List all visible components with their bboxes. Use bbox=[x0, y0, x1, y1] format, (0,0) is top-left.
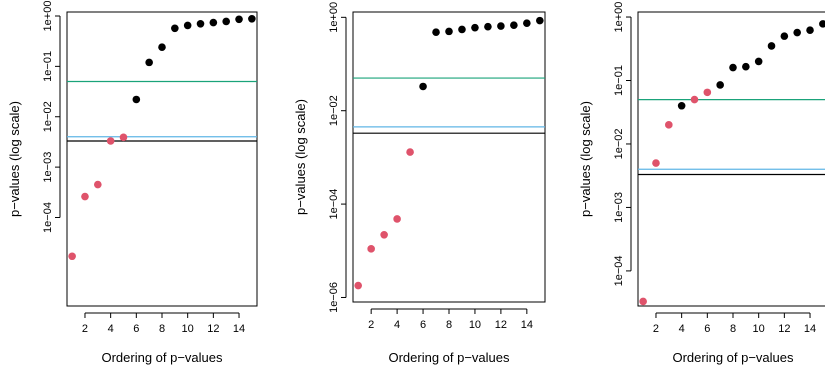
data-point-2-14 bbox=[536, 16, 544, 25]
chart-panel-2: 2 4 6 8 10 12 14 1e−06 1e−04 1e−02 1e+00 Ordering o… bbox=[293, 2, 546, 365]
data-point-3-4 bbox=[690, 95, 699, 104]
x-tick-label-1-3: 8 bbox=[159, 323, 165, 335]
data-point-2-5 bbox=[419, 82, 427, 91]
data-point-1-14 bbox=[248, 14, 256, 23]
y-axis-title-3: p−values (log scale) bbox=[578, 101, 593, 217]
data-point-2-3 bbox=[393, 215, 401, 223]
data-point-2-2 bbox=[380, 230, 388, 239]
data-point-3-14 bbox=[819, 20, 825, 28]
data-point-1-8 bbox=[171, 24, 179, 33]
y-tick-label-2-1: 1e−04 bbox=[328, 189, 340, 220]
plot-frame-2 bbox=[352, 11, 546, 303]
plot-frame-3 bbox=[637, 11, 825, 307]
data-point-2-0 bbox=[354, 281, 362, 290]
data-point-1-2 bbox=[94, 180, 102, 189]
data-point-1-9 bbox=[183, 21, 192, 30]
x-tick-label-1-5: 12 bbox=[207, 323, 219, 335]
data-point-3-12 bbox=[793, 28, 801, 37]
data-point-3-13 bbox=[806, 26, 814, 35]
data-point-2-1 bbox=[367, 245, 375, 253]
data-point-2-9 bbox=[471, 23, 479, 32]
x-tick-label-2-3: 8 bbox=[446, 319, 452, 331]
x-tick-label-2-2: 6 bbox=[420, 319, 426, 331]
x-tick-label-2-0: 2 bbox=[368, 319, 374, 331]
data-point-1-6 bbox=[145, 58, 153, 67]
x-axis-title-1: Ordering of p−values bbox=[101, 350, 223, 365]
x-tick-label-1-0: 2 bbox=[82, 323, 88, 335]
x-tick-label-1-4: 10 bbox=[182, 323, 194, 335]
data-point-2-12 bbox=[510, 21, 518, 29]
x-tick-label-2-1: 4 bbox=[394, 319, 400, 331]
x-axis-title-3: Ordering of p−values bbox=[672, 350, 794, 365]
x-tick-label-3-3: 8 bbox=[730, 323, 736, 335]
x-axis-title-2: Ordering of p−values bbox=[388, 350, 510, 365]
x-tick-label-2-6: 14 bbox=[521, 319, 533, 331]
x-tick-label-3-5: 12 bbox=[778, 323, 790, 335]
data-point-3-11 bbox=[780, 32, 789, 40]
x-tick-label-3-0: 2 bbox=[653, 323, 659, 335]
x-tick-label-1-2: 6 bbox=[133, 323, 139, 335]
y-tick-label-3-4: 1e+00 bbox=[613, 2, 625, 33]
data-point-3-2 bbox=[665, 121, 673, 129]
chart-panel-3: 2 4 6 8 10 12 14 1e−04 1e−03 1e−02 1e−01 1e+00 Order… bbox=[578, 2, 825, 365]
chart-panel-1: 2 4 6 8 10 12 14 1e−04 1e−03 1e−02 1e−01 1e+00 Order… bbox=[7, 1, 258, 365]
data-point-1-11 bbox=[209, 18, 218, 27]
data-point-2-10 bbox=[484, 22, 492, 31]
data-point-1-12 bbox=[222, 17, 230, 26]
y-tick-label-3-1: 1e−03 bbox=[613, 192, 625, 223]
y-tick-label-1-1: 1e−03 bbox=[42, 152, 54, 183]
y-tick-label-1-0: 1e−04 bbox=[42, 202, 54, 233]
data-point-1-1 bbox=[81, 192, 89, 201]
data-point-3-1 bbox=[652, 159, 660, 167]
x-tick-label-2-5: 12 bbox=[495, 319, 507, 331]
x-tick-label-3-2: 6 bbox=[704, 323, 710, 335]
y-tick-label-1-3: 1e−01 bbox=[42, 51, 54, 82]
y-tick-label-1-4: 1e+00 bbox=[42, 1, 54, 32]
data-point-3-6 bbox=[716, 81, 724, 89]
data-point-2-11 bbox=[497, 22, 505, 30]
y-tick-label-2-3: 1e+00 bbox=[328, 2, 340, 33]
data-point-1-0 bbox=[68, 252, 76, 261]
plot-frame-1 bbox=[66, 11, 258, 307]
data-point-3-5 bbox=[703, 88, 712, 97]
y-tick-label-2-0: 1e−06 bbox=[328, 282, 340, 313]
y-tick-label-3-3: 1e−01 bbox=[613, 65, 625, 96]
y-tick-label-1-2: 1e−02 bbox=[42, 101, 54, 132]
data-point-3-9 bbox=[754, 57, 763, 66]
y-tick-label-3-0: 1e−04 bbox=[613, 255, 625, 286]
x-tick-label-1-6: 14 bbox=[233, 323, 245, 335]
data-point-3-8 bbox=[742, 62, 750, 71]
y-tick-label-3-2: 1e−02 bbox=[613, 129, 625, 160]
data-point-1-10 bbox=[196, 19, 205, 28]
data-point-3-10 bbox=[767, 42, 776, 50]
data-point-2-13 bbox=[523, 19, 531, 27]
data-point-3-7 bbox=[729, 63, 737, 72]
data-point-1-13 bbox=[235, 15, 243, 24]
x-tick-label-2-4: 10 bbox=[469, 319, 481, 331]
y-axis-title-1: p−values (log scale) bbox=[7, 101, 22, 217]
data-point-1-4 bbox=[119, 133, 128, 142]
data-point-2-7 bbox=[445, 27, 453, 36]
x-tick-label-1-1: 4 bbox=[108, 323, 114, 335]
y-axis-title-2: p−values (log scale) bbox=[293, 99, 308, 215]
x-tick-label-3-6: 14 bbox=[804, 323, 816, 335]
y-tick-label-2-2: 1e−02 bbox=[328, 95, 340, 126]
x-tick-label-3-4: 10 bbox=[753, 323, 765, 335]
data-point-1-7 bbox=[158, 43, 166, 52]
data-point-1-5 bbox=[132, 95, 141, 104]
data-point-3-0 bbox=[639, 297, 647, 306]
data-point-2-8 bbox=[458, 25, 466, 34]
data-point-2-4 bbox=[406, 148, 414, 156]
x-tick-label-3-1: 4 bbox=[679, 323, 685, 335]
data-point-3-3 bbox=[677, 101, 686, 110]
data-point-1-3 bbox=[106, 137, 115, 145]
data-point-2-6 bbox=[432, 28, 440, 37]
